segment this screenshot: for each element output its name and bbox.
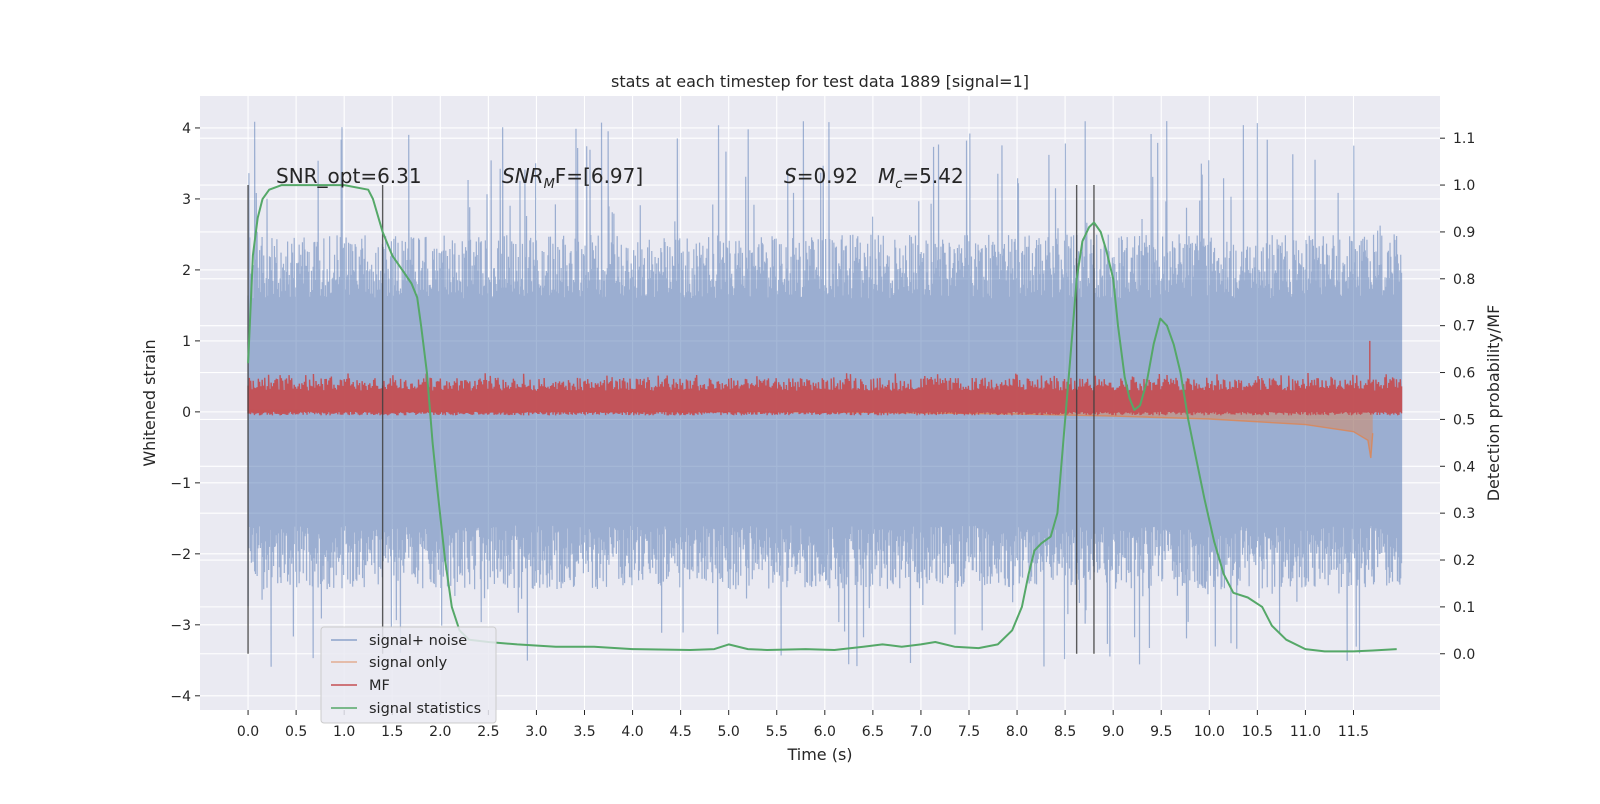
legend-label-signal-plus-noise: signal+ noise <box>369 633 467 649</box>
annotation-snr-mf: SNRMF=[6.97] <box>502 164 643 192</box>
x-tick-label: 9.5 <box>1150 724 1172 740</box>
y-right-tick-label: 0.7 <box>1453 319 1475 335</box>
x-tick-label: 11.0 <box>1290 724 1321 740</box>
series-signal-statistics <box>247 184 1397 653</box>
annotation-snr-mf-main: SNR <box>502 164 544 188</box>
signal-plus-noise-line <box>247 121 1403 667</box>
legend-box <box>320 626 497 724</box>
series-mf <box>247 340 1403 416</box>
y-tick-label: 4 <box>182 121 191 137</box>
annotation-snr-opt: SNR_opt=6.31 <box>276 164 422 188</box>
series-signal-plus-noise <box>247 121 1403 667</box>
x-tick-label: 7.0 <box>910 724 932 740</box>
x-tick-label: 3.5 <box>573 724 595 740</box>
chart-title: stats at each timestep for test data 188… <box>611 72 1029 91</box>
y-right-tick-label: 0.5 <box>1453 412 1475 428</box>
y-right-tick-label: 0.0 <box>1453 647 1475 663</box>
axis-ticks: 0.0 0.5 1.0 1.5 2.0 2.5 3.0 3.5 4.0 4.5 5.0 5.5 6.0 6… <box>170 121 1475 740</box>
annotation-s: S=0.92 <box>784 164 858 188</box>
y-tick-label: 1 <box>182 334 191 350</box>
y-right-tick-label: 0.6 <box>1453 366 1475 382</box>
y-tick-label: 2 <box>182 263 191 279</box>
vertical-markers <box>247 185 1095 654</box>
x-tick-label: 11.5 <box>1338 724 1369 740</box>
x-tick-label: 6.5 <box>862 724 884 740</box>
y-axis-right-label: Detection probability/MF <box>1484 305 1503 502</box>
x-tick-label: 10.0 <box>1194 724 1225 740</box>
x-tick-label: 5.5 <box>766 724 788 740</box>
x-tick-label: 1.0 <box>333 724 355 740</box>
y-right-tick-label: 0.1 <box>1453 600 1475 616</box>
annotation-snr-mf-sub: M <box>544 177 555 192</box>
y-axis-label: Whitened strain <box>140 339 159 466</box>
y-right-tick-label: 0.4 <box>1453 459 1475 475</box>
x-axis-label: Time (s) <box>786 745 852 764</box>
y-tick-label: −3 <box>170 618 191 634</box>
annotation-mc: Mc=5.42 <box>878 164 964 192</box>
x-tick-label: 2.5 <box>477 724 499 740</box>
legend-label-mf: MF <box>369 678 390 694</box>
legend-label-signal-statistics: signal statistics <box>369 701 481 717</box>
y-right-tick-label: 1.0 <box>1453 178 1475 194</box>
y-right-tick-label: 0.9 <box>1453 225 1475 241</box>
annotation-mc-sub: c <box>895 177 902 192</box>
x-tick-label: 2.0 <box>429 724 451 740</box>
x-tick-label: 4.5 <box>669 724 691 740</box>
y-right-tick-label: 1.1 <box>1453 131 1475 147</box>
annotation-s-main: S <box>784 164 797 188</box>
y-right-tick-label: 0.2 <box>1453 553 1475 569</box>
x-tick-label: 5.0 <box>718 724 740 740</box>
x-tick-label: 1.5 <box>381 724 403 740</box>
x-tick-label: 4.0 <box>621 724 643 740</box>
x-tick-label: 7.5 <box>958 724 980 740</box>
x-tick-label: 10.5 <box>1242 724 1273 740</box>
x-tick-label: 8.0 <box>1006 724 1028 740</box>
annotation-s-rest: =0.92 <box>797 164 858 188</box>
y-tick-label: −1 <box>170 476 191 492</box>
x-tick-label: 0.0 <box>237 724 259 740</box>
mf-line <box>247 340 1403 416</box>
y-tick-label: −4 <box>170 689 191 705</box>
y-tick-label: 3 <box>182 192 191 208</box>
signal-only-area <box>248 410 1373 458</box>
legend: signal+ noise signal only MF signal stat… <box>320 626 497 724</box>
x-tick-label: 3.0 <box>525 724 547 740</box>
signal-statistics-line <box>247 184 1397 653</box>
x-tick-label: 0.5 <box>285 724 307 740</box>
y-right-tick-label: 0.3 <box>1453 506 1475 522</box>
annotation-mc-main: M <box>878 164 895 188</box>
y-right-tick-label: 0.8 <box>1453 272 1475 288</box>
annotation-snr-mf-rest: F=[6.97] <box>555 164 643 188</box>
y-tick-label: −2 <box>170 547 191 563</box>
x-tick-label: 9.0 <box>1102 724 1124 740</box>
x-tick-label: 8.5 <box>1054 724 1076 740</box>
y-tick-label: 0 <box>182 405 191 421</box>
annotation-mc-rest: =5.42 <box>902 164 963 188</box>
legend-label-signal-only: signal only <box>369 655 448 671</box>
x-tick-label: 6.0 <box>814 724 836 740</box>
